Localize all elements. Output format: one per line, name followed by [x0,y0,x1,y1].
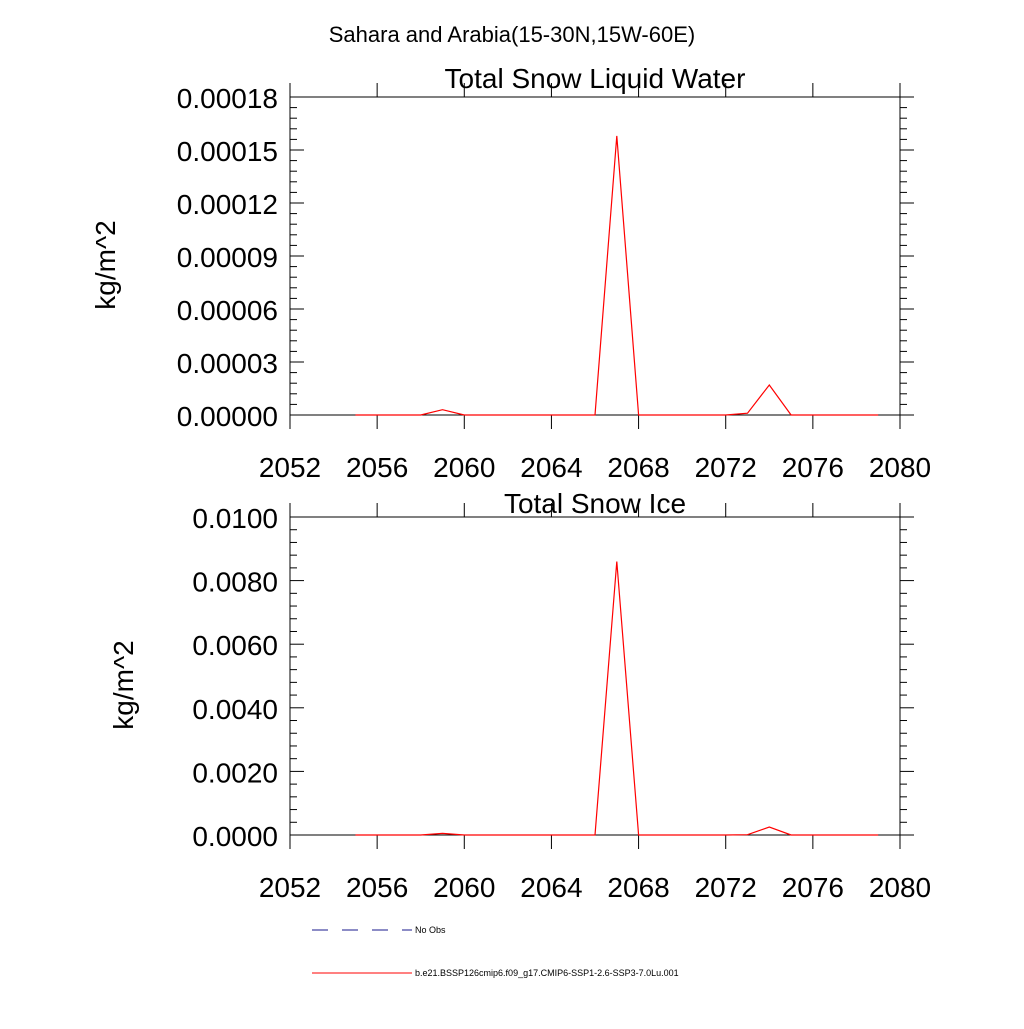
x-tick-label: 2056 [346,452,408,483]
y-tick-label: 0.0100 [192,503,278,534]
x-ticks: 2052 2056 2060 2064 2068 2072 2076 2080 [259,503,931,903]
x-tick-label: 2052 [259,452,321,483]
y-tick-label: 0.00006 [177,295,278,326]
x-tick-label: 2052 [259,872,321,903]
y-tick-label: 0.0040 [192,694,278,725]
series-layer [355,135,879,416]
y-tick-label: 0.00018 [177,83,278,114]
x-tick-label: 2080 [869,872,931,903]
legend-entry-model: b.e21.BSSP126cmip6.f09_g17.CMIP6-SSP1-2.… [312,968,679,978]
y-tick-label: 0.0060 [192,630,278,661]
x-tick-label: 2068 [607,872,669,903]
x-tick-label: 2064 [520,872,582,903]
x-tick-label: 2080 [869,452,931,483]
x-tick-label: 2072 [695,872,757,903]
plot-frame [289,516,901,836]
legend-label: No Obs [415,925,446,935]
legend: No Obs b.e21.BSSP126cmip6.f09_g17.CMIP6-… [312,925,679,978]
y-tick-label: 0.00003 [177,348,278,379]
y-tick-label: 0.00009 [177,242,278,273]
series-line [355,561,879,836]
y-tick-label: 0.0020 [192,757,278,788]
x-tick-label: 2056 [346,872,408,903]
x-tick-label: 2072 [695,452,757,483]
legend-entry-no-obs: No Obs [312,925,446,935]
y-tick-label: 0.00000 [177,401,278,432]
plot-frame [289,96,901,416]
y-ticks: 0.00000 0.00003 0.00006 0.00009 0.00012 0.000… [177,83,914,432]
y-tick-label: 0.00015 [177,136,278,167]
x-tick-label: 2064 [520,452,582,483]
x-tick-label: 2068 [607,452,669,483]
figure-title: Sahara and Arabia(15-30N,15W-60E) [329,22,695,47]
y-tick-label: 0.00012 [177,189,278,220]
x-tick-label: 2076 [782,452,844,483]
series-layer [355,561,879,836]
legend-label: b.e21.BSSP126cmip6.f09_g17.CMIP6-SSP1-2.… [415,968,679,978]
panel-title: Total Snow Ice [504,488,686,519]
x-ticks: 2052 2056 2060 2064 2068 2072 2076 2080 [259,83,931,483]
y-axis-label: kg/m^2 [90,220,121,309]
series-line [355,135,879,416]
panel-snow-ice: Total Snow Ice kg/m^2 0.0000 0.0020 0.0040… [108,488,931,903]
y-axis-label: kg/m^2 [108,640,139,729]
y-tick-label: 0.0000 [192,821,278,852]
x-tick-label: 2060 [433,452,495,483]
y-tick-label: 0.0080 [192,567,278,598]
panel-title: Total Snow Liquid Water [445,63,746,94]
x-tick-label: 2060 [433,872,495,903]
y-ticks: 0.0000 0.0020 0.0040 0.0060 0.0080 0.0100 [192,503,914,852]
x-tick-label: 2076 [782,872,844,903]
panel-snow-liquid-water: Total Snow Liquid Water kg/m^2 0.000000.… [90,63,931,483]
